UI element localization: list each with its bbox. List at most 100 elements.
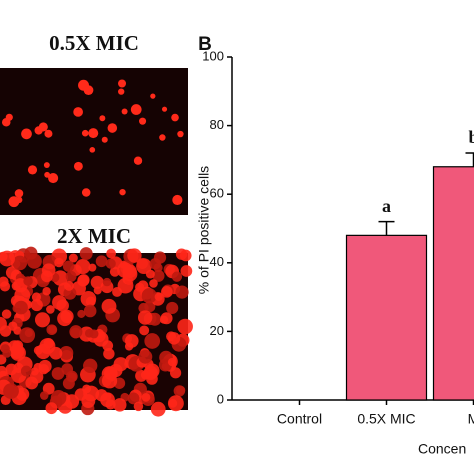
cell (62, 260, 75, 272)
cell (121, 108, 128, 115)
cell (15, 196, 23, 204)
cell (119, 188, 126, 196)
cell (38, 359, 52, 373)
cells (1, 79, 184, 208)
cell (27, 165, 38, 175)
cell (49, 346, 63, 360)
cell (45, 402, 58, 415)
image-label: 2X MIC (57, 224, 131, 248)
cell (5, 266, 20, 280)
cell (0, 250, 15, 267)
cell (133, 401, 144, 412)
cell (48, 172, 59, 184)
cell (118, 88, 125, 95)
y-axis-label: % of PI positive cells (196, 166, 212, 294)
cell (149, 279, 158, 288)
bar (345, 234, 428, 401)
cell (77, 274, 90, 287)
cells (0, 246, 193, 417)
cell (167, 332, 181, 345)
cell (69, 325, 83, 339)
cell (30, 367, 39, 376)
cell (46, 305, 55, 314)
cell (159, 134, 166, 141)
cell (25, 376, 39, 390)
cell (23, 276, 33, 286)
cell (83, 358, 98, 373)
cell (14, 189, 24, 198)
cell (150, 401, 166, 417)
cell (159, 315, 169, 324)
cell (19, 327, 36, 344)
micrograph (0, 68, 188, 215)
y-tick-label: 80 (210, 117, 224, 132)
cell (177, 130, 184, 138)
cell (152, 269, 165, 282)
cell (117, 262, 133, 278)
cell (83, 385, 100, 402)
cell (81, 188, 91, 197)
cell (130, 104, 142, 115)
cell (144, 333, 161, 349)
cell (161, 106, 168, 112)
error-bar (378, 220, 395, 236)
x-tick-label: Control (277, 411, 322, 427)
cell (180, 265, 193, 277)
cell (154, 292, 163, 301)
cell (105, 258, 116, 269)
cell (102, 277, 112, 287)
cell (179, 249, 192, 262)
bar-label: b (468, 127, 474, 147)
cell (145, 269, 155, 279)
x-tick-label: 0.5X MIC (357, 411, 415, 427)
cell (2, 348, 12, 358)
cell (103, 348, 115, 360)
cell (167, 395, 184, 412)
cell (65, 270, 77, 282)
cell (43, 162, 50, 169)
cell (9, 344, 25, 359)
y-tick-label: 100 (202, 48, 224, 63)
cell (167, 357, 177, 367)
y-tick-label: 0 (217, 391, 224, 406)
y-tick-label: 20 (210, 323, 224, 338)
cell (80, 291, 97, 307)
cell (81, 129, 89, 137)
error-bar (465, 152, 474, 167)
cell (60, 309, 74, 324)
cell (39, 391, 49, 400)
cell (1, 309, 12, 319)
cell (83, 304, 97, 318)
cell (20, 365, 32, 377)
cell (101, 298, 117, 314)
y-tick-label: 40 (210, 254, 224, 269)
cell (166, 301, 179, 315)
cell (62, 377, 75, 390)
cell (172, 194, 183, 206)
cell (8, 321, 18, 331)
bar-label: a (382, 196, 391, 216)
cell (77, 309, 86, 318)
cell (99, 115, 106, 122)
cell (175, 285, 189, 299)
cell (73, 161, 83, 171)
bar (432, 166, 474, 401)
cell (38, 122, 48, 132)
y-tick-label: 60 (210, 186, 224, 201)
cell (64, 280, 74, 291)
cell (173, 385, 186, 397)
cell (101, 136, 108, 143)
cell (42, 287, 51, 296)
cell (88, 263, 97, 272)
cell (68, 253, 78, 263)
cell (30, 299, 43, 312)
cell (171, 271, 183, 282)
cell (52, 295, 67, 310)
cell (169, 367, 182, 379)
cell (118, 79, 127, 88)
cell (0, 281, 11, 292)
cell (113, 398, 127, 412)
cell (34, 312, 51, 328)
cell (14, 300, 28, 315)
